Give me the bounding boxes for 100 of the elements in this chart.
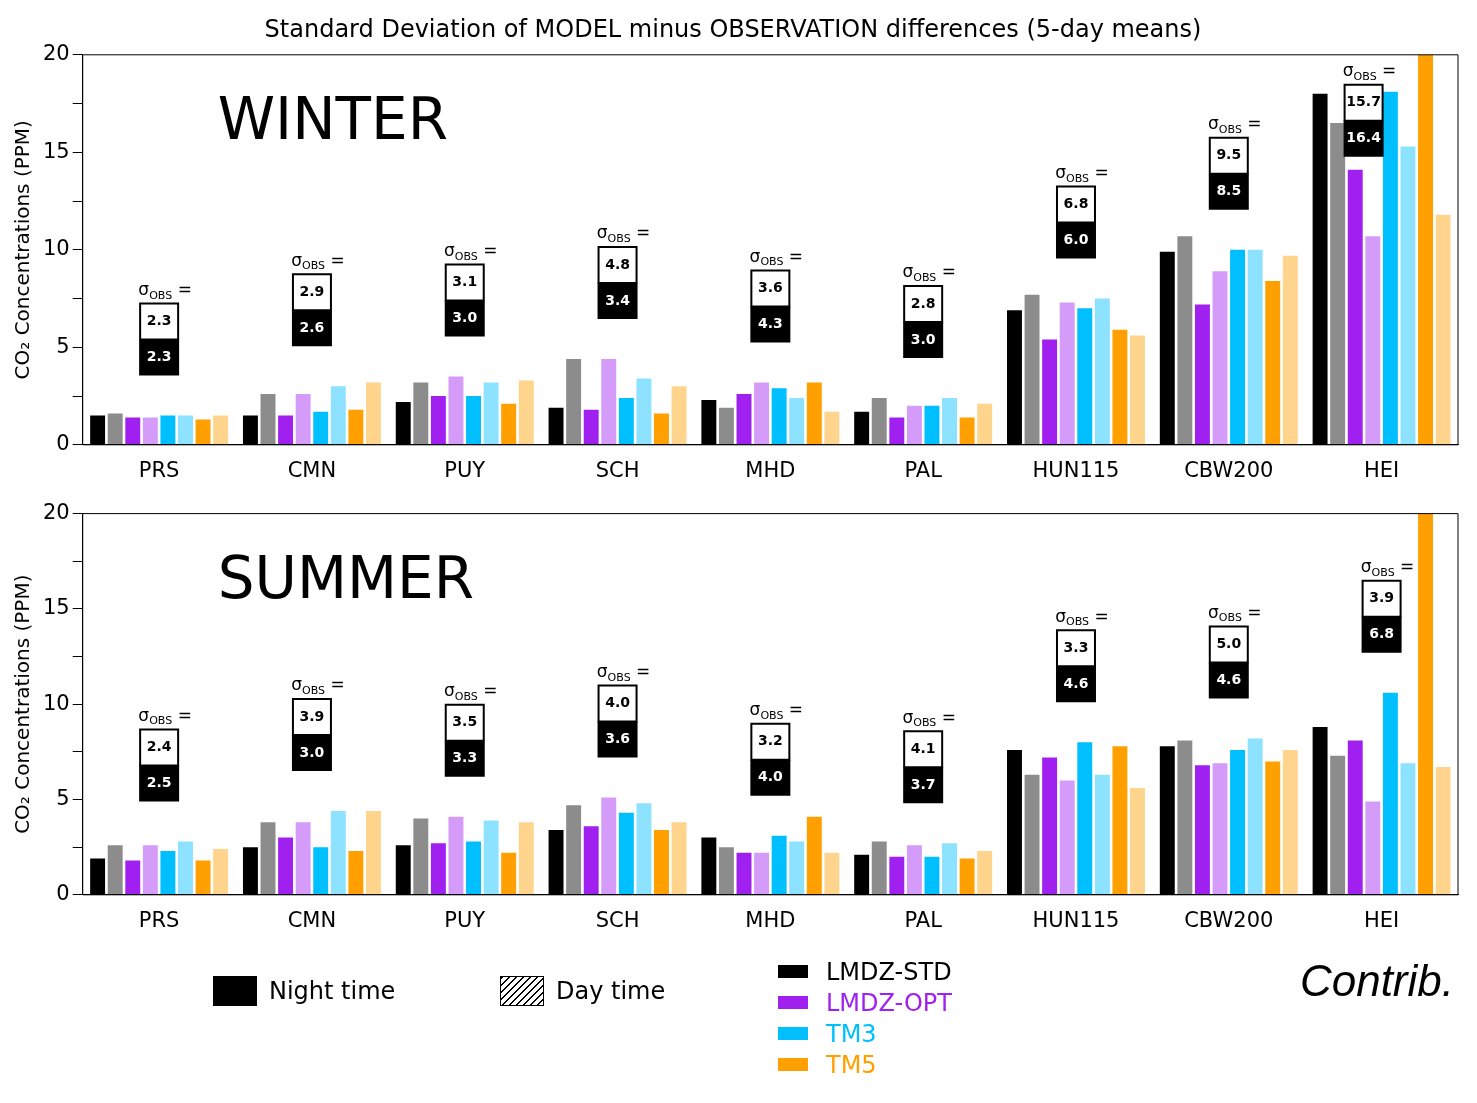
bar — [654, 830, 669, 895]
y-tick-label: 10 — [42, 690, 70, 715]
bar — [213, 415, 229, 445]
bar — [601, 797, 617, 895]
text: Day time — [556, 977, 666, 1005]
bar — [195, 419, 211, 445]
bar — [430, 843, 446, 895]
bar — [671, 822, 687, 895]
x-tick-label: CMN — [287, 907, 337, 932]
annotation: 6.8 — [1369, 625, 1394, 642]
x-tick-label: SCH — [595, 457, 640, 482]
bar — [906, 845, 922, 895]
bar — [806, 816, 822, 895]
bar — [1282, 749, 1298, 895]
legend-label: TM5 — [826, 1050, 877, 1079]
bar — [1130, 788, 1145, 895]
bar — [924, 405, 940, 445]
bar — [618, 812, 634, 895]
bar — [871, 841, 887, 895]
bar — [178, 841, 193, 895]
bar — [448, 376, 464, 445]
x-tick-label: PUY — [444, 907, 486, 932]
bar — [260, 822, 276, 895]
bar — [483, 820, 499, 895]
x-tick-label: PRS — [138, 457, 180, 482]
annotation: 2.9 — [299, 282, 325, 299]
bar — [1418, 54, 1433, 445]
bar — [278, 837, 294, 895]
bar — [1435, 767, 1451, 895]
bar — [160, 850, 176, 895]
bar — [871, 398, 887, 445]
y-axis-title: CO₂ Concentrations (PPM) — [10, 574, 35, 834]
bar — [977, 850, 993, 895]
annotation: 3.2 — [757, 732, 783, 749]
bar — [278, 415, 294, 445]
bar — [313, 411, 329, 445]
bar — [1212, 763, 1228, 895]
bar — [413, 382, 429, 445]
bar — [1435, 214, 1451, 445]
bar — [959, 858, 975, 895]
bar — [942, 843, 957, 895]
bar — [771, 835, 787, 895]
y-tick-label: 20 — [42, 41, 70, 66]
bar — [125, 417, 141, 445]
annotation: 3.3 — [1063, 638, 1089, 655]
y-tick-label: 0 — [56, 881, 70, 906]
bar — [1230, 249, 1246, 445]
bar — [1418, 513, 1433, 895]
annotation: 6.8 — [1063, 195, 1089, 212]
annotation: 3.5 — [452, 713, 478, 730]
legend-label: TM3 — [826, 1019, 877, 1048]
text: SUMMER — [217, 543, 475, 612]
bar — [566, 805, 582, 895]
bar — [107, 413, 123, 445]
bar — [583, 826, 599, 895]
annotation: 9.5 — [1216, 146, 1242, 163]
bar — [1094, 298, 1110, 445]
bar — [959, 417, 975, 445]
annotation: 3.0 — [910, 330, 936, 347]
bar — [1194, 304, 1210, 445]
annotation: 2.3 — [146, 348, 172, 365]
bar — [501, 852, 517, 895]
bar — [718, 407, 734, 445]
chart-title: Standard Deviation of MODEL minus OBSERVATION differences (5-day means) — [264, 14, 1202, 43]
annotation: 8.5 — [1216, 182, 1242, 199]
y-tick-label: 15 — [42, 595, 70, 620]
annotation: 2.5 — [146, 774, 172, 791]
bar — [636, 378, 652, 445]
bar — [1212, 271, 1228, 445]
bar — [889, 417, 905, 445]
y-tick-label: 15 — [42, 138, 70, 163]
bar — [160, 415, 176, 445]
bar — [295, 822, 311, 895]
y-tick-label: 5 — [56, 333, 70, 358]
x-tick-label: PAL — [904, 907, 943, 932]
annotation: 3.3 — [452, 749, 478, 766]
bar — [1077, 742, 1093, 895]
annotation: 3.1 — [452, 273, 478, 290]
bar — [413, 818, 429, 895]
bar — [1094, 774, 1110, 895]
bar — [771, 388, 787, 445]
text: WINTER — [217, 84, 448, 153]
bar — [1347, 169, 1363, 445]
bar — [260, 394, 276, 445]
bar — [1282, 255, 1298, 445]
annotation: 3.0 — [452, 309, 478, 326]
annotation: 2.3 — [146, 312, 172, 329]
x-tick-label: HUN115 — [1032, 457, 1120, 482]
annotation: 2.8 — [910, 294, 936, 311]
bar — [348, 850, 364, 895]
x-tick-label: PUY — [444, 457, 486, 482]
annotation: 3.0 — [299, 743, 325, 760]
x-tick-label: PAL — [904, 457, 943, 482]
bar — [107, 845, 123, 895]
bar — [942, 398, 957, 445]
annotation: 4.6 — [1216, 671, 1242, 688]
legend-label: LMDZ-STD — [826, 957, 952, 986]
bar — [518, 822, 534, 895]
bar — [1177, 740, 1193, 895]
bar — [736, 852, 752, 895]
